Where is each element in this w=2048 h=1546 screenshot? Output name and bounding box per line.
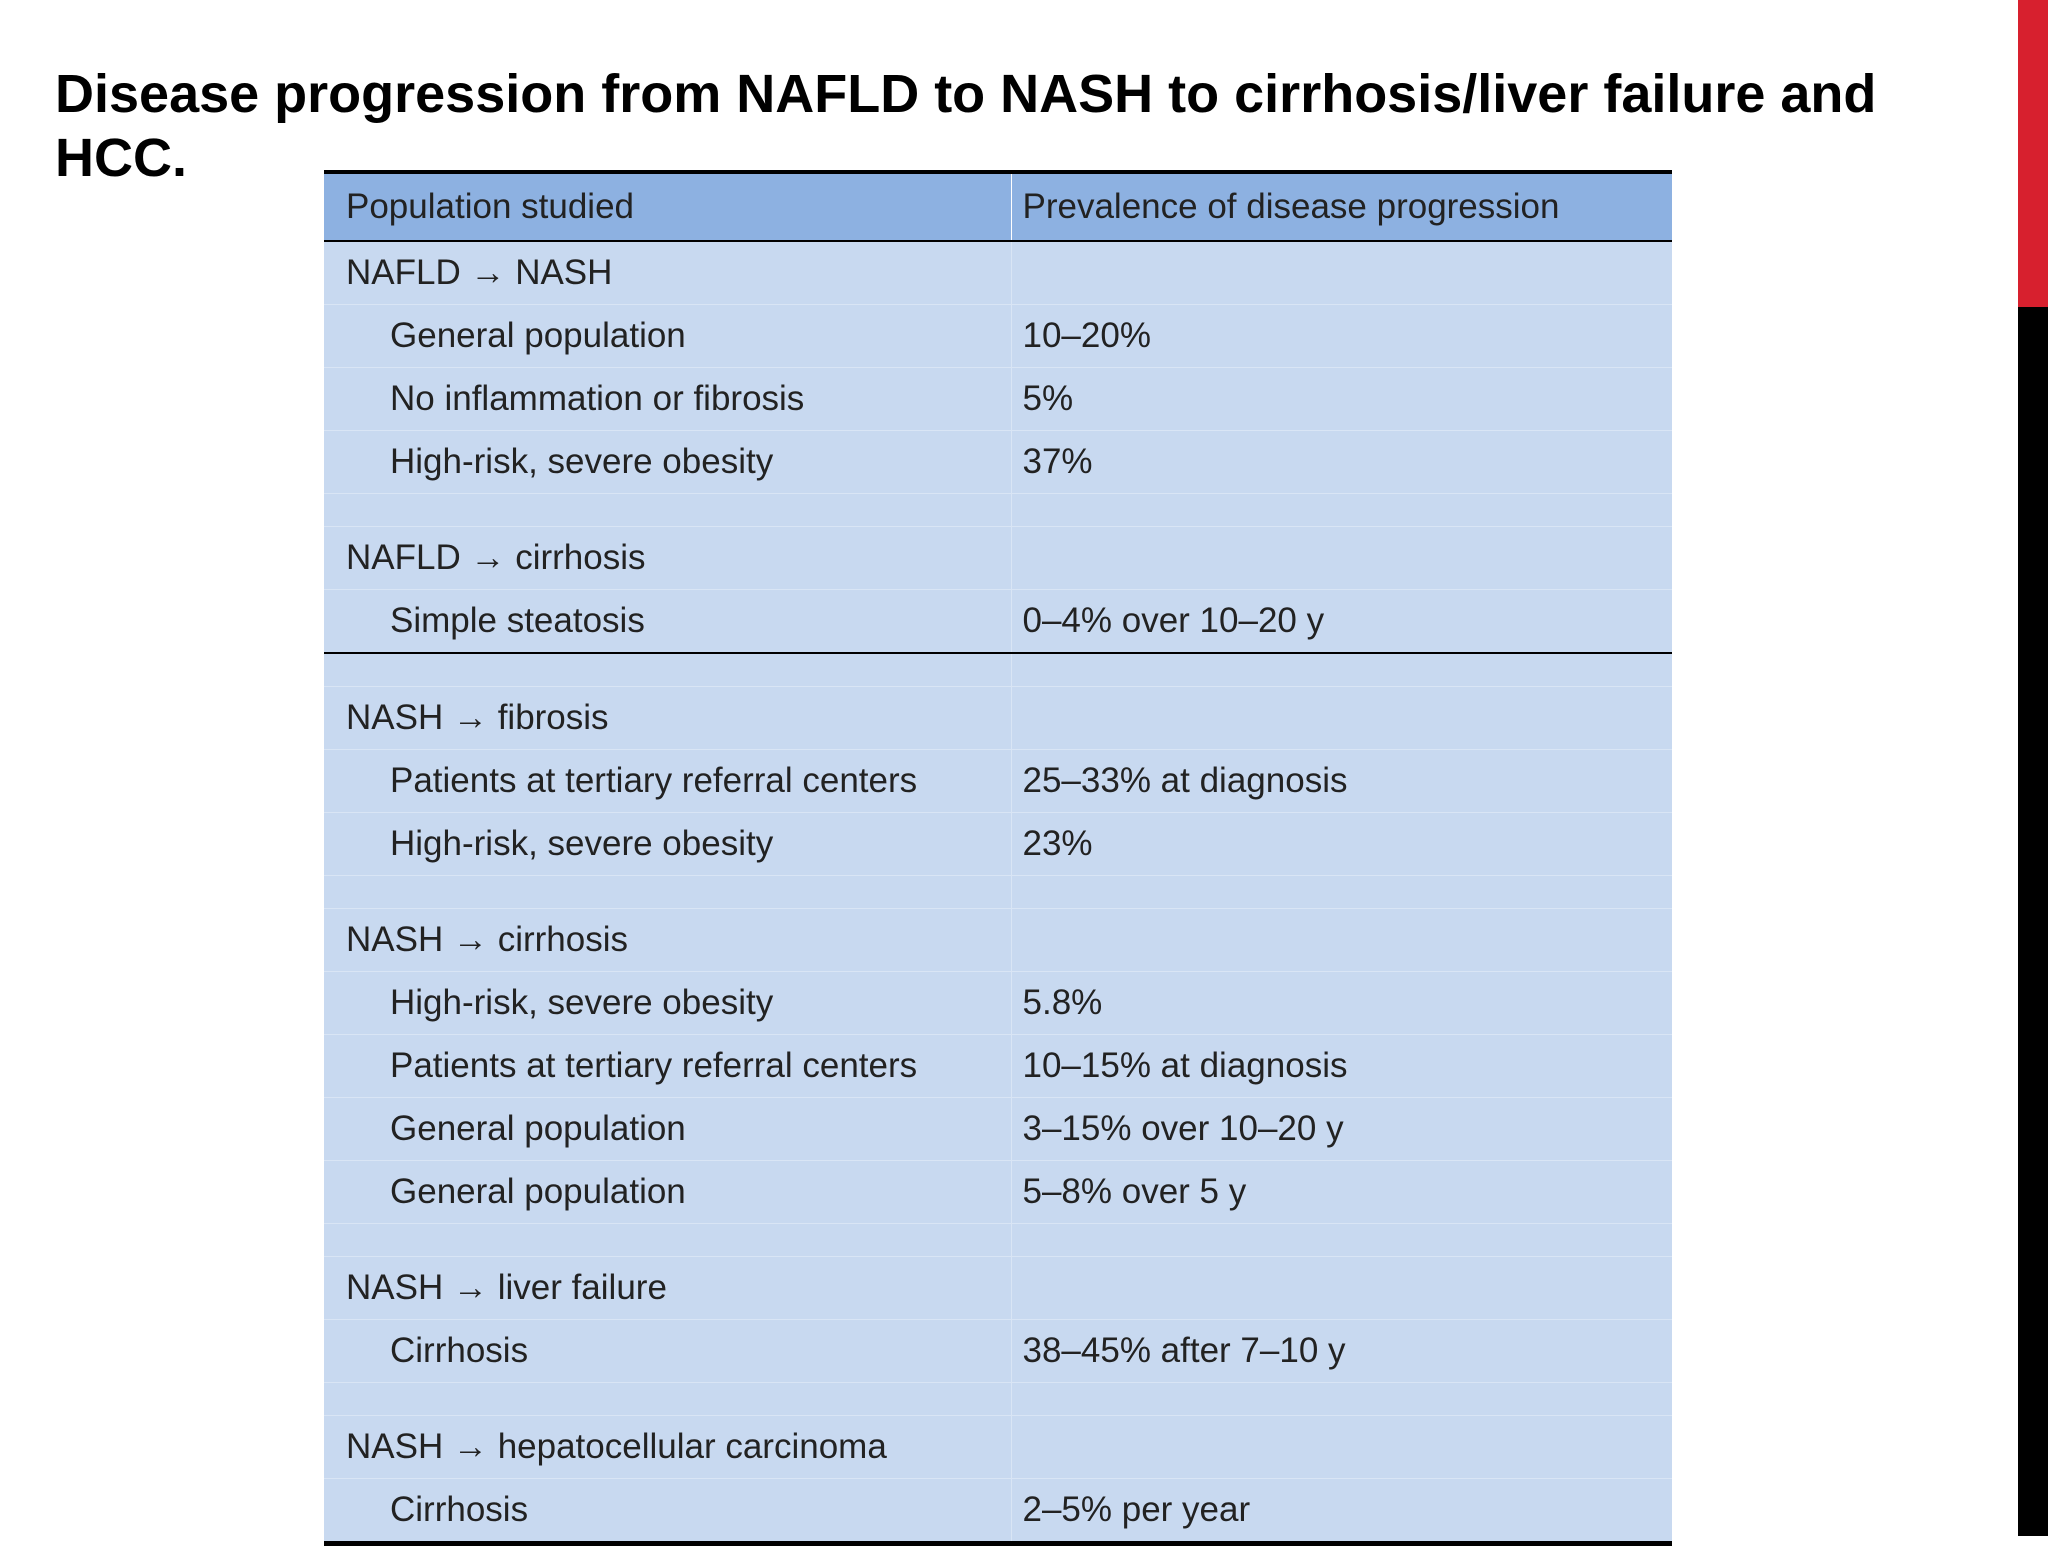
group-label: NASH → hepatocellular carcinoma <box>324 1415 1011 1479</box>
spacer-row <box>324 1382 1672 1416</box>
population-cell: High-risk, severe obesity <box>324 971 1011 1035</box>
group-empty-cell <box>1010 1256 1672 1320</box>
group-row: NAFLD → cirrhosis <box>324 526 1672 590</box>
group-label: NASH → fibrosis <box>324 686 1011 750</box>
group-row: NAFLD → NASH <box>324 241 1672 305</box>
prevalence-table-container: Population studied Prevalence of disease… <box>324 170 1672 1546</box>
prevalence-cell: 25–33% at diagnosis <box>1010 749 1672 813</box>
accent-bar <box>2018 0 2048 1536</box>
population-cell: Cirrhosis <box>324 1478 1011 1546</box>
group-row: NASH → cirrhosis <box>324 908 1672 972</box>
group-empty-cell <box>1010 908 1672 972</box>
table-row: Cirrhosis 2–5% per year <box>324 1478 1672 1546</box>
prevalence-cell: 3–15% over 10–20 y <box>1010 1097 1672 1161</box>
prevalence-cell: 5–8% over 5 y <box>1010 1160 1672 1224</box>
table-body: NAFLD → NASH General population 10–20% N… <box>324 241 1672 1546</box>
population-cell: Simple steatosis <box>324 589 1011 654</box>
prevalence-cell: 38–45% after 7–10 y <box>1010 1319 1672 1383</box>
prevalence-cell: 5% <box>1010 367 1672 431</box>
group-row: NASH → liver failure <box>324 1256 1672 1320</box>
group-empty-cell <box>1010 241 1672 305</box>
population-cell: No inflammation or fibrosis <box>324 367 1011 431</box>
group-label: NAFLD → NASH <box>324 241 1011 305</box>
population-cell: General population <box>324 1097 1011 1161</box>
table-row: High-risk, severe obesity 5.8% <box>324 971 1672 1035</box>
group-label: NAFLD → cirrhosis <box>324 526 1011 590</box>
table-row: Patients at tertiary referral centers 25… <box>324 749 1672 813</box>
table-row: No inflammation or fibrosis 5% <box>324 367 1672 431</box>
spacer-row <box>324 1223 1672 1257</box>
group-label: NASH → cirrhosis <box>324 908 1011 972</box>
prevalence-cell: 37% <box>1010 430 1672 494</box>
population-cell: Patients at tertiary referral centers <box>324 1034 1011 1098</box>
population-cell: High-risk, severe obesity <box>324 430 1011 494</box>
group-empty-cell <box>1010 686 1672 750</box>
table-row: High-risk, severe obesity 37% <box>324 430 1672 494</box>
population-cell: Cirrhosis <box>324 1319 1011 1383</box>
group-row: NASH → fibrosis <box>324 686 1672 750</box>
group-empty-cell <box>1010 1415 1672 1479</box>
group-row: NASH → hepatocellular carcinoma <box>324 1415 1672 1479</box>
prevalence-table: Population studied Prevalence of disease… <box>324 170 1672 1546</box>
population-cell: General population <box>324 1160 1011 1224</box>
prevalence-cell: 10–20% <box>1010 304 1672 368</box>
spacer-row <box>324 875 1672 909</box>
table-header-row: Population studied Prevalence of disease… <box>324 170 1672 242</box>
prevalence-cell: 0–4% over 10–20 y <box>1010 589 1672 654</box>
group-label: NASH → liver failure <box>324 1256 1011 1320</box>
table-header: Population studied Prevalence of disease… <box>324 170 1672 242</box>
group-empty-cell <box>1010 526 1672 590</box>
table-row: Patients at tertiary referral centers 10… <box>324 1034 1672 1098</box>
prevalence-cell: 2–5% per year <box>1010 1478 1672 1546</box>
spacer-row <box>324 493 1672 527</box>
header-prevalence: Prevalence of disease progression <box>1010 170 1672 242</box>
spacer-row <box>324 653 1672 687</box>
population-cell: Patients at tertiary referral centers <box>324 749 1011 813</box>
population-cell: High-risk, severe obesity <box>324 812 1011 876</box>
table-row: General population 3–15% over 10–20 y <box>324 1097 1672 1161</box>
table-row: General population 10–20% <box>324 304 1672 368</box>
table-row: Cirrhosis 38–45% after 7–10 y <box>324 1319 1672 1383</box>
population-cell: General population <box>324 304 1011 368</box>
table-row: High-risk, severe obesity 23% <box>324 812 1672 876</box>
header-population: Population studied <box>324 170 1011 242</box>
prevalence-cell: 5.8% <box>1010 971 1672 1035</box>
prevalence-cell: 23% <box>1010 812 1672 876</box>
table-row: Simple steatosis 0–4% over 10–20 y <box>324 589 1672 654</box>
slide-title: Disease progression from NAFLD to NASH t… <box>55 64 1877 188</box>
accent-bar-red <box>2018 0 2048 307</box>
prevalence-cell: 10–15% at diagnosis <box>1010 1034 1672 1098</box>
table-row: General population 5–8% over 5 y <box>324 1160 1672 1224</box>
